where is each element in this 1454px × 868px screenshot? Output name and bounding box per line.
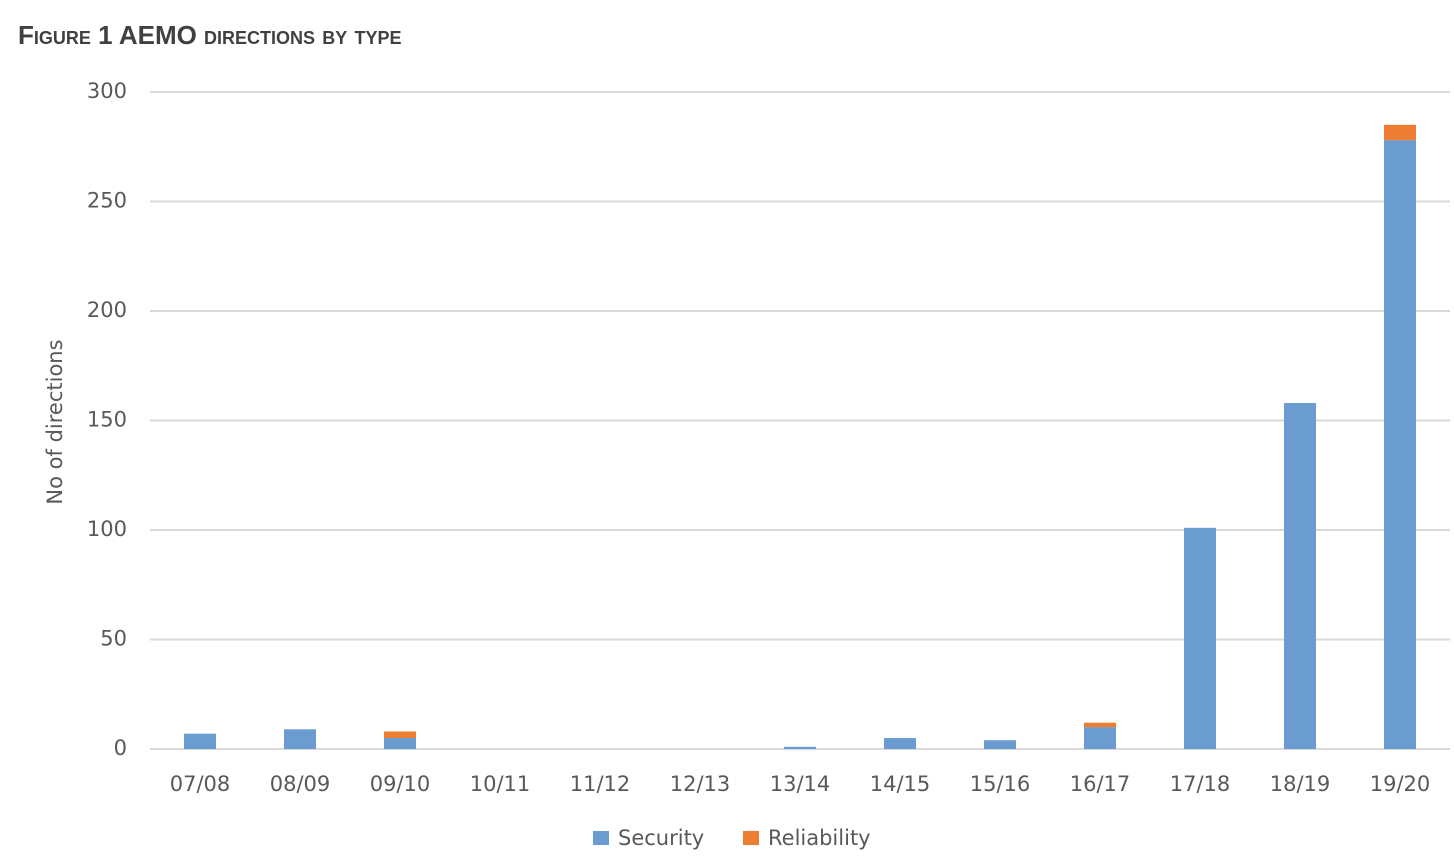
y-tick-label: 250 bbox=[87, 189, 127, 213]
x-tick-label: 16/17 bbox=[1070, 772, 1131, 796]
x-tick-label: 15/16 bbox=[970, 772, 1031, 796]
legend-swatch bbox=[743, 831, 759, 845]
x-tick-label: 14/15 bbox=[870, 772, 931, 796]
y-tick-label: 0 bbox=[114, 736, 127, 760]
x-tick-label: 17/18 bbox=[1170, 772, 1231, 796]
bar-segment bbox=[1184, 527, 1216, 749]
x-tick-label: 12/13 bbox=[670, 772, 731, 796]
x-tick-label: 09/10 bbox=[370, 772, 431, 796]
legend-label: Security bbox=[618, 826, 704, 850]
bar-segment bbox=[1384, 124, 1416, 141]
x-tick-label: 13/14 bbox=[770, 772, 831, 796]
y-axis-label: No of directions bbox=[43, 339, 67, 504]
y-tick-label: 200 bbox=[87, 298, 127, 322]
x-tick-label: 11/12 bbox=[570, 772, 631, 796]
y-tick-label: 150 bbox=[87, 408, 127, 432]
bar-segment bbox=[784, 746, 816, 749]
bar-segment bbox=[1084, 722, 1116, 728]
x-tick-label: 08/09 bbox=[270, 772, 331, 796]
bar-segment bbox=[384, 731, 416, 739]
legend-label: Reliability bbox=[768, 826, 871, 850]
bar-segment bbox=[984, 740, 1016, 749]
bar-segment bbox=[1084, 727, 1116, 749]
legend-swatch bbox=[593, 831, 609, 845]
bar-segment bbox=[284, 729, 316, 749]
bar-segment bbox=[384, 738, 416, 749]
x-tick-label: 19/20 bbox=[1370, 772, 1431, 796]
y-tick-label: 100 bbox=[87, 517, 127, 541]
chart-title: Figure 1 AEMO directions by type bbox=[18, 20, 402, 50]
x-tick-label: 10/11 bbox=[470, 772, 531, 796]
y-tick-label: 300 bbox=[87, 79, 127, 103]
y-tick-label: 50 bbox=[100, 627, 127, 651]
bar-segment bbox=[1284, 402, 1316, 749]
x-tick-label: 18/19 bbox=[1270, 772, 1331, 796]
bar-segment bbox=[1384, 140, 1416, 749]
bar-segment bbox=[884, 738, 916, 749]
bar-segment bbox=[184, 733, 216, 749]
x-tick-label: 07/08 bbox=[170, 772, 231, 796]
